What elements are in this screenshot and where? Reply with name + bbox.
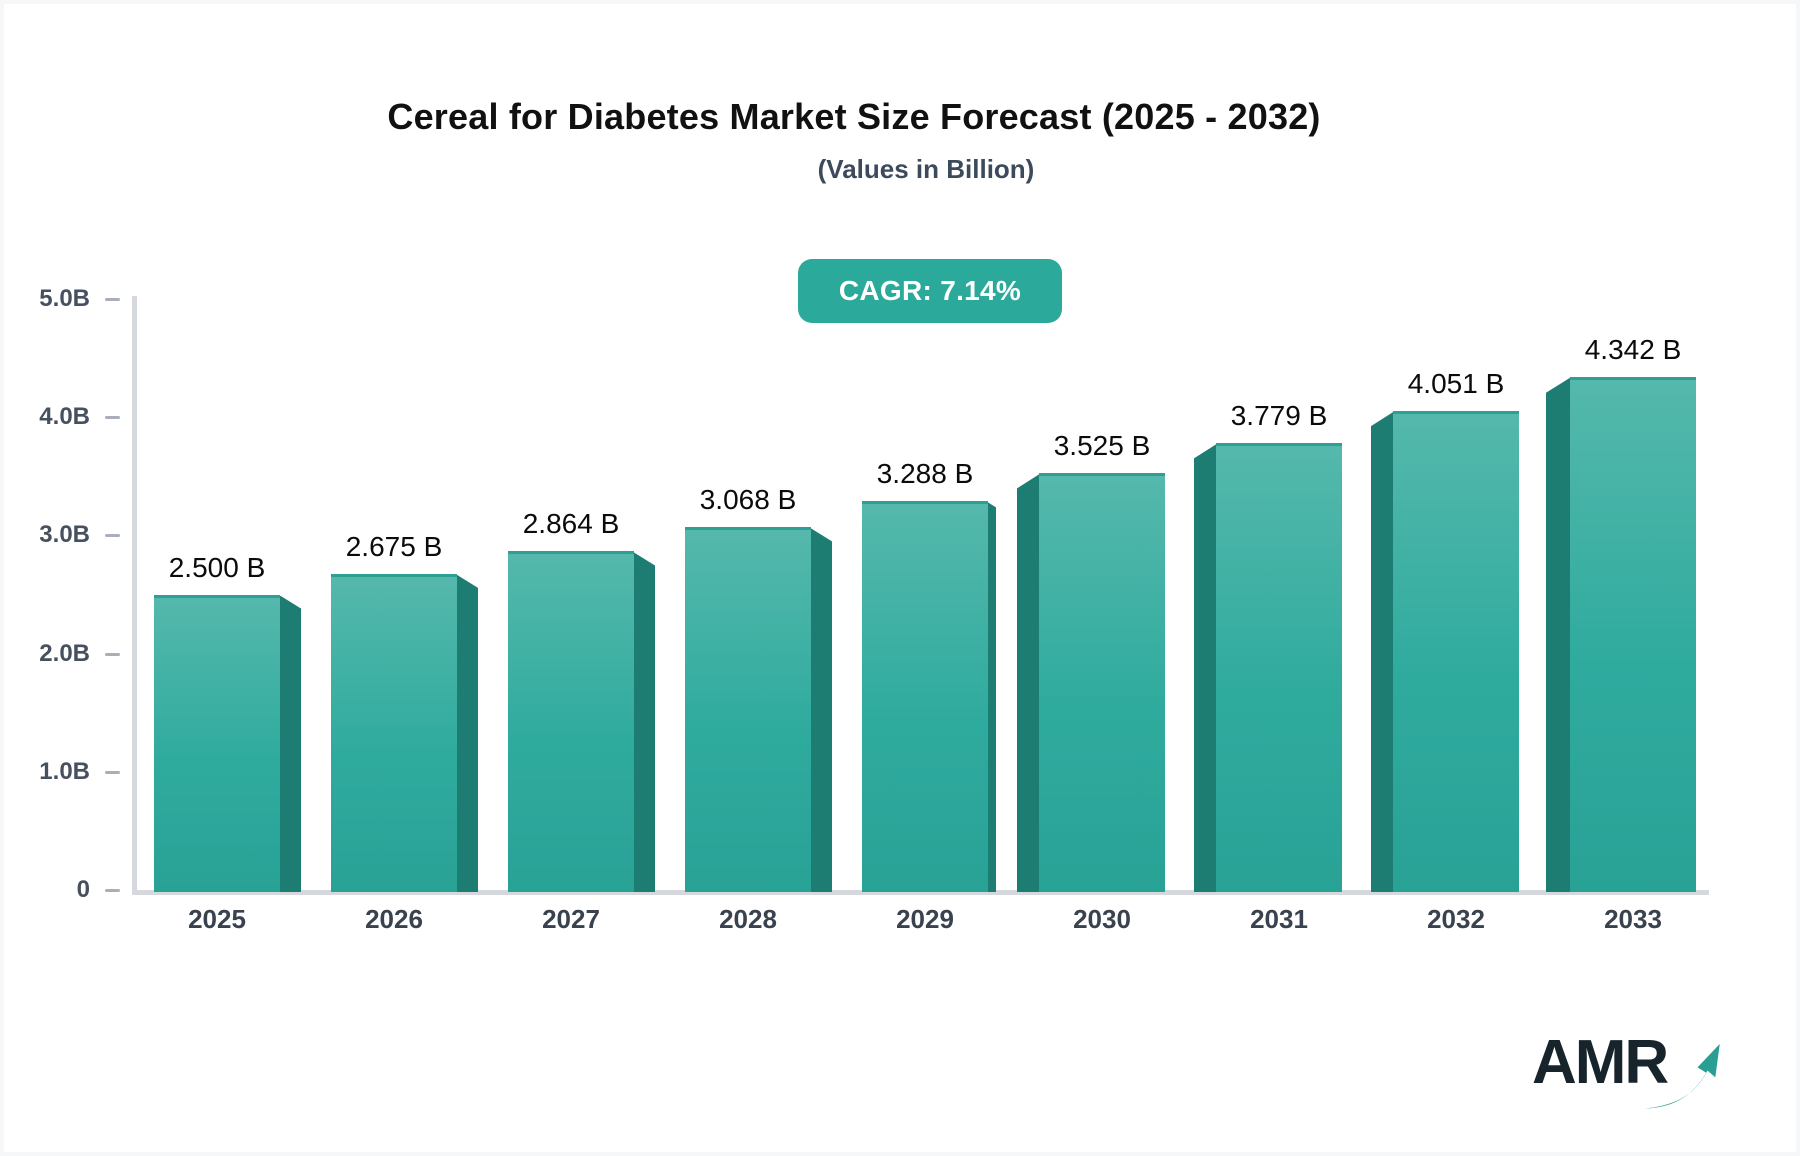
bar-value-label: 3.068 B: [699, 484, 797, 516]
chart-subtitle: (Values in Billion): [817, 154, 1035, 184]
bar-2027: [508, 551, 634, 892]
bar-2028: [685, 527, 811, 892]
bar-value-label: 2.500 B: [168, 551, 266, 583]
bar-2032: [1393, 411, 1519, 892]
y-tick-mark: [105, 534, 120, 538]
y-tick-label: 4.0B: [39, 403, 90, 431]
x-axis-label-2032: 2032: [1427, 904, 1485, 934]
bar-value-label: 4.051 B: [1407, 368, 1505, 400]
x-axis-label-2027: 2027: [542, 904, 600, 934]
bar-value-label: 4.342 B: [1584, 333, 1682, 365]
bar-2026: [331, 573, 457, 892]
cagr-badge-label: CAGR: 7.14%: [838, 275, 1022, 306]
x-axis-line: [132, 890, 1709, 895]
bar-side-face: [280, 595, 301, 892]
amr-logo-text: AMR: [1532, 1028, 1669, 1097]
bar-value-label: 3.779 B: [1230, 400, 1328, 432]
bar-side-face: [457, 574, 478, 892]
growth-arrow-icon: [1645, 1043, 1720, 1109]
y-tick-mark: [105, 416, 120, 420]
bar-side-face: [1546, 377, 1570, 892]
x-axis-label-2025: 2025: [188, 904, 246, 934]
y-tick-label: 2.0B: [39, 639, 90, 667]
x-axis-label-2028: 2028: [719, 904, 777, 934]
bar-side-face: [988, 502, 996, 892]
x-axis-label-2031: 2031: [1250, 904, 1308, 934]
bar-2025: [154, 594, 280, 892]
y-tick-label: 5.0B: [39, 285, 90, 312]
bar-side-face: [1371, 412, 1393, 892]
x-axis-label-2033: 2033: [1604, 904, 1662, 934]
bar-side-face: [1017, 474, 1039, 892]
y-tick-mark: [105, 652, 120, 656]
x-axis-label-2029: 2029: [896, 904, 954, 934]
bar-value-label: 2.675 B: [345, 530, 443, 562]
y-tick-mark: [105, 889, 120, 892]
y-tick-label: 0: [76, 876, 90, 903]
bar-2030: [1039, 473, 1165, 892]
cagr-badge: CAGR: 7.14%: [798, 259, 1062, 323]
bar-2031: [1216, 443, 1342, 892]
bar-side-face: [811, 528, 832, 892]
x-axis-label-2026: 2026: [365, 904, 423, 934]
bar-2029: [862, 501, 988, 892]
bar-side-face: [634, 552, 655, 892]
x-axis-label-2030: 2030: [1073, 904, 1131, 934]
bar-value-label: 3.525 B: [1053, 430, 1151, 462]
y-tick-label: 3.0B: [39, 521, 90, 549]
y-tick-mark: [105, 298, 120, 301]
bar-2033: [1570, 376, 1696, 892]
y-axis-line: [132, 296, 137, 894]
bar-value-label: 3.288 B: [876, 458, 974, 490]
amr-logo: AMR: [1532, 1030, 1732, 1120]
bar-value-label: 2.864 B: [522, 508, 620, 540]
bar-side-face: [1194, 444, 1216, 892]
chart-title: Cereal for Diabetes Market Size Forecast…: [387, 96, 1321, 137]
y-tick-mark: [105, 770, 120, 774]
y-tick-label: 1.0B: [39, 757, 90, 785]
